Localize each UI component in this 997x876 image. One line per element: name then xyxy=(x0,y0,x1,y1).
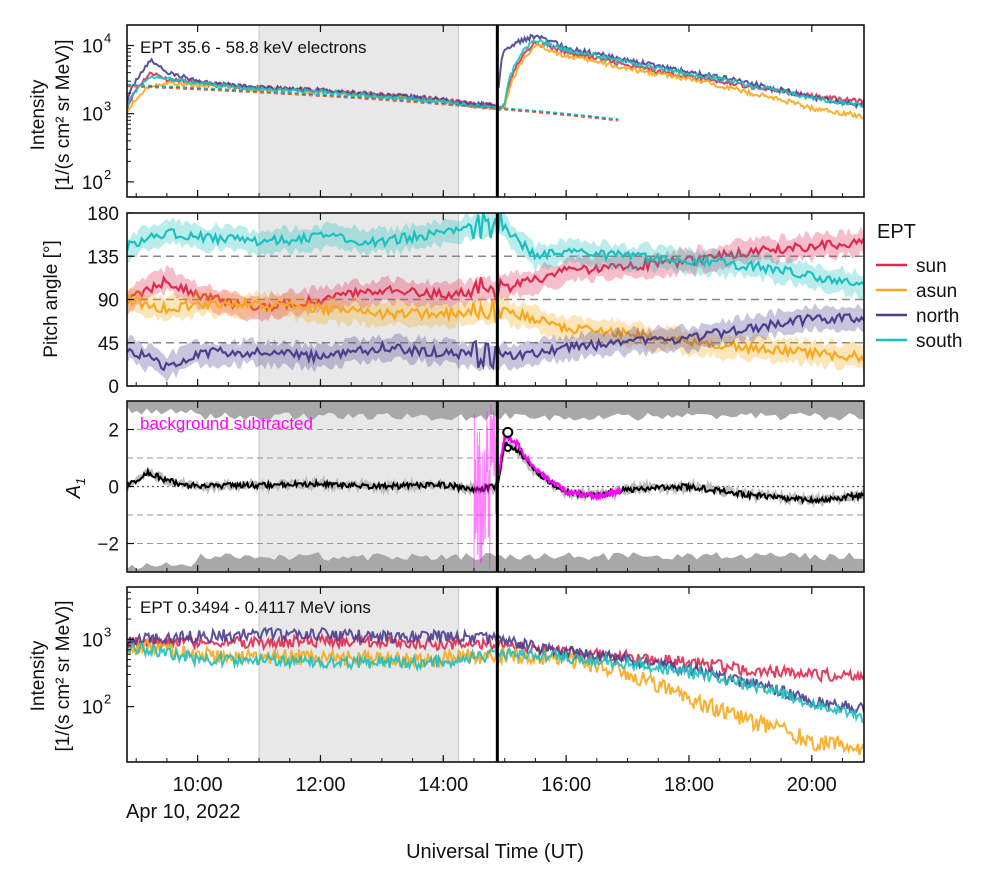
series-line-north xyxy=(127,626,864,714)
panel3-ylabel: A1 xyxy=(63,478,88,500)
series-line-asun xyxy=(127,291,864,364)
background-fit-south xyxy=(127,83,619,120)
y-tick-label: 90 xyxy=(98,291,119,312)
x-tick-label: 14:00 xyxy=(418,774,468,796)
series-line-south xyxy=(127,74,497,111)
uncertainty-band-north xyxy=(127,303,864,383)
legend-label-south: south xyxy=(916,331,962,352)
panel-2: 0 45 90 135 180 xyxy=(87,204,865,398)
panel1-ylabel-unit: [1/(s cm² sr MeV)] xyxy=(53,40,74,191)
legend-label-sun: sun xyxy=(916,256,947,277)
panel-3: −2 0 2 xyxy=(97,400,865,573)
series-line-background-subtracted-noise xyxy=(473,404,497,572)
y-tick-label: −2 xyxy=(97,535,119,556)
series-line-sun xyxy=(127,237,864,313)
y-tick-label: 0 xyxy=(108,478,119,499)
x-tick-label: 12:00 xyxy=(295,774,345,796)
peak-marker xyxy=(502,426,514,438)
y-tick-label: 10 xyxy=(82,630,103,651)
series-line-south xyxy=(127,641,864,724)
series-line-asun xyxy=(498,42,864,120)
series-line-asun xyxy=(127,636,864,756)
y-tick-exponent: 2 xyxy=(104,167,111,182)
legend-label-north: north xyxy=(916,306,959,327)
series-line-background-subtracted xyxy=(497,432,622,502)
x-tick-label: 16:00 xyxy=(541,774,591,796)
uncertainty-band-asun xyxy=(127,285,864,371)
y-tick-label: 10 xyxy=(82,105,103,126)
x-axis-label: Universal Time (UT) xyxy=(406,841,584,863)
panel3-ylabel-sub: 1 xyxy=(73,478,88,485)
panel3-annotation: background subtracted xyxy=(140,414,313,433)
panel-4: 10 210 310:00 12:00 14:00 16:00 18:00 20:00 xyxy=(82,586,865,796)
legend-title: EPT xyxy=(877,221,916,243)
y-tick-label: 45 xyxy=(98,334,119,355)
shaded-interval xyxy=(258,587,460,762)
peak-marker xyxy=(503,444,512,453)
y-tick-exponent: 3 xyxy=(104,99,111,114)
series-line-sun xyxy=(127,632,864,684)
date-label: Apr 10, 2022 xyxy=(126,801,241,823)
shaded-interval xyxy=(258,25,460,197)
panel4-ylabel: Intensity xyxy=(28,640,49,711)
lower-envelope xyxy=(127,552,864,572)
panel1-title: EPT 35.6 - 58.8 keV electrons xyxy=(140,38,366,57)
panel2-ylabel: Pitch angle [°] xyxy=(41,240,62,357)
y-tick-label: 10 xyxy=(82,173,103,194)
y-tick-label: 10 xyxy=(82,698,103,719)
panel1-ylabel: Intensity xyxy=(28,79,49,150)
x-tick-label: 10:00 xyxy=(173,774,223,796)
panel4-ylabel-unit: [1/(s cm² sr MeV)] xyxy=(53,601,74,752)
legend-label-asun: asun xyxy=(916,281,957,302)
y-tick-exponent: 2 xyxy=(104,692,111,707)
y-tick-exponent: 4 xyxy=(104,31,111,46)
panel4-title: EPT 0.3494 - 0.4117 MeV ions xyxy=(140,598,371,617)
x-tick-label: 20:00 xyxy=(787,774,837,796)
y-tick-exponent: 3 xyxy=(104,624,111,639)
panel3-ylabel-main: A xyxy=(63,485,85,499)
uncertainty-band-sun xyxy=(127,226,864,323)
x-tick-label: 18:00 xyxy=(664,774,714,796)
series-line-south xyxy=(127,213,864,286)
upper-envelope xyxy=(127,401,864,421)
y-tick-label: 10 xyxy=(82,37,103,58)
svg-text:A1: A1 xyxy=(63,478,88,500)
y-tick-label: 0 xyxy=(108,377,119,398)
shaded-interval xyxy=(258,213,460,386)
series-line-south xyxy=(498,37,864,112)
series-line-north xyxy=(127,312,864,372)
legend: EPT sun asun north south xyxy=(876,221,962,352)
y-tick-label: 180 xyxy=(87,204,119,225)
y-tick-label: 135 xyxy=(87,247,119,268)
y-tick-label: 2 xyxy=(108,421,119,442)
axes-frame xyxy=(126,24,865,198)
